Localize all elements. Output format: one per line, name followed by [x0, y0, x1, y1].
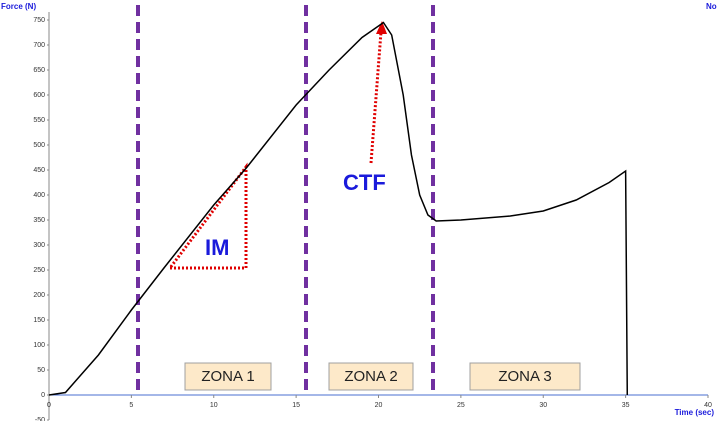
- zone-label: ZONA 3: [498, 368, 551, 385]
- y-tick-label: -50: [35, 417, 45, 421]
- zone-box: [469, 362, 581, 391]
- y-tick-label: 250: [33, 267, 45, 274]
- y-tick-label: 500: [33, 142, 45, 149]
- y-tick-label: 0: [41, 392, 45, 399]
- y-tick-label: 600: [33, 92, 45, 99]
- zone-label: ZONA 2: [344, 368, 397, 385]
- y-tick-label: 750: [33, 17, 45, 24]
- x-tick-label: 40: [704, 402, 712, 409]
- annotation: IM: [205, 235, 229, 260]
- zone-lines: [136, 5, 435, 395]
- zone-boxes: [184, 362, 581, 391]
- y-tick-label: 400: [33, 192, 45, 199]
- y-tick-label: 650: [33, 67, 45, 74]
- slope-triangle: [168, 162, 248, 270]
- annotation: CTF: [343, 170, 386, 195]
- x-tick-label: 5: [129, 402, 133, 409]
- y-tick-label: 300: [33, 242, 45, 249]
- x-tick-label: 30: [539, 402, 547, 409]
- y-axis-label: Force (N): [1, 2, 36, 11]
- zone-label: ZONA 1: [201, 368, 254, 385]
- x-axis-label: Time (sec): [675, 408, 715, 417]
- zone-box: [184, 362, 272, 391]
- peak-arrow: [369, 31, 383, 164]
- x-tick-label: 15: [292, 402, 300, 409]
- y-tick-label: 150: [33, 317, 45, 324]
- arrow-head: [376, 21, 387, 34]
- y-tick-label: 50: [37, 367, 45, 374]
- y-tick-label: 700: [33, 42, 45, 49]
- x-tick-label: 10: [210, 402, 218, 409]
- y-tick-label: 350: [33, 217, 45, 224]
- corner-text: No: [706, 2, 717, 11]
- force-line: [48, 21, 629, 396]
- y-tick-label: 450: [33, 167, 45, 174]
- x-tick-label: 0: [47, 402, 51, 409]
- y-tick-label: 550: [33, 117, 45, 124]
- y-tick-label: 200: [33, 292, 45, 299]
- x-tick-label: 35: [622, 402, 630, 409]
- y-tick-label: 100: [33, 342, 45, 349]
- zone-box: [328, 362, 414, 391]
- x-tick-label: 20: [375, 402, 383, 409]
- x-tick-label: 25: [457, 402, 465, 409]
